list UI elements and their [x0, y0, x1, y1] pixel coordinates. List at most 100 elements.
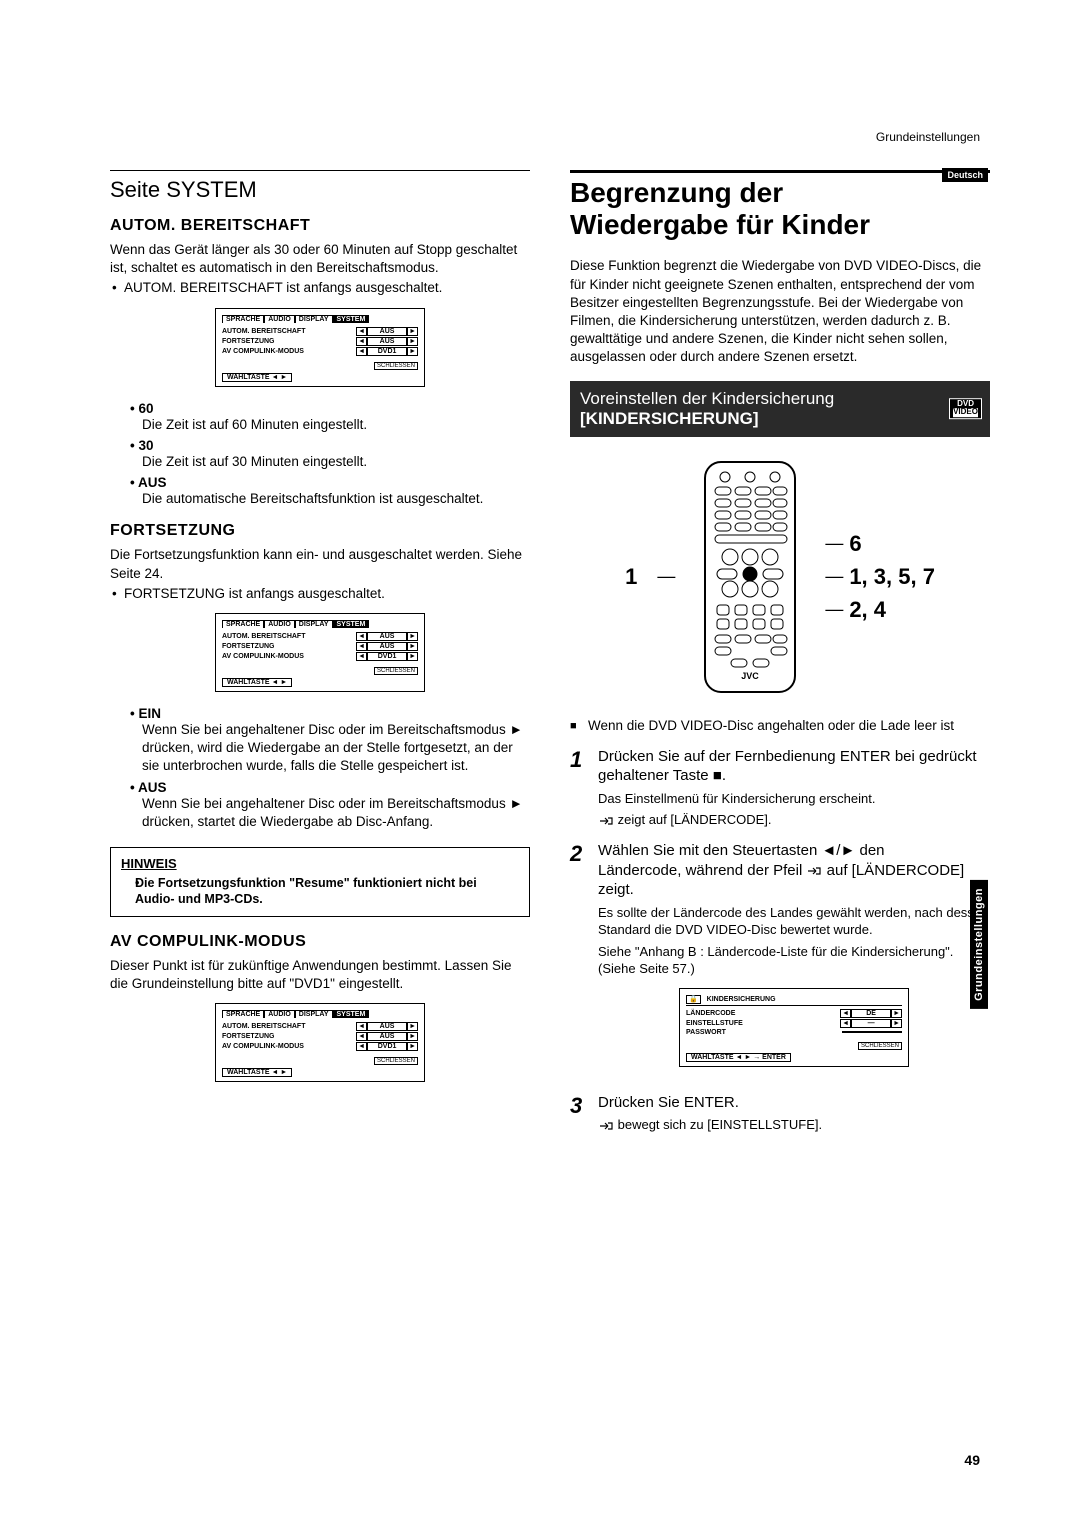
menu-row-val: AUS — [367, 642, 407, 651]
language-tag: Deutsch — [942, 168, 988, 182]
osd-menu-system-3: SPRACHE AUDIO DISPLAY SYSTEM AUTOM. BERE… — [215, 1003, 425, 1082]
menu-row-label: PASSWORT — [686, 1029, 842, 1036]
right-column: Begrenzung der Wiedergabe für Kinder Die… — [570, 170, 990, 1134]
menu-close: SCHLIESSEN — [374, 362, 418, 370]
opt-desc: Die Zeit ist auf 30 Minuten eingestellt. — [142, 453, 530, 471]
opt-label: EIN — [130, 706, 530, 721]
remote-callout: 2, 4 — [849, 593, 886, 626]
step-sub: Das Einstellmenü für Kindersicherung ers… — [598, 790, 990, 808]
section-side-tab: Grundeinstellungen — [970, 880, 988, 1009]
menu-tab: AUDIO — [264, 1010, 295, 1018]
opt-label: AUS — [130, 475, 530, 490]
menu-tab-active: SYSTEM — [333, 620, 370, 628]
menu-row-val: AUS — [367, 632, 407, 641]
menu-row-val — [842, 1031, 902, 1033]
menu-row-label: AV COMPULINK-MODUS — [222, 348, 356, 355]
menu-close: SCHLIESSEN — [858, 1042, 902, 1050]
menu-row-label: FORTSETZUNG — [222, 1033, 356, 1040]
bullet-autom: AUTOM. BEREITSCHAFT ist anfangs ausgesch… — [110, 279, 530, 297]
lock-icon: 🔒 — [686, 995, 701, 1004]
menu-row-label: EINSTELLSTUFE — [686, 1020, 840, 1027]
opt-desc: Die automatische Bereitschaftsfunktion i… — [142, 490, 530, 508]
osd-menu-kindersicherung: 🔒 KINDERSICHERUNG LÄNDERCODE◄DE► EINSTEL… — [679, 988, 909, 1067]
step-sub: Siehe "Anhang B : Ländercode-Liste für d… — [598, 943, 990, 978]
opt-label: 60 — [130, 401, 530, 416]
menu-tab-active: SYSTEM — [333, 315, 370, 323]
hint-box: HINWEIS Die Fortsetzungsfunktion "Resume… — [110, 847, 530, 917]
opt-label: AUS — [130, 780, 530, 795]
step-number: 1 — [570, 747, 590, 829]
step-1: 1 Drücken Sie auf der Fernbedienung ENTE… — [570, 747, 990, 829]
menu-row-label: LÄNDERCODE — [686, 1010, 840, 1017]
menu-tab: DISPLAY — [295, 315, 333, 323]
step-sub: bewegt sich zu [EINSTELLSTUFE]. — [598, 1116, 990, 1134]
menu-close: SCHLIESSEN — [374, 1057, 418, 1065]
menu-row-val: AUS — [367, 1032, 407, 1041]
menu-row-label: AV COMPULINK-MODUS — [222, 1043, 356, 1050]
para-av: Dieser Punkt ist für zukünftige Anwendun… — [110, 957, 530, 993]
title-line1: Begrenzung der — [570, 177, 783, 208]
page-number: 49 — [964, 1452, 980, 1468]
menu-row-label: AUTOM. BEREITSCHAFT — [222, 633, 356, 640]
menu-row-label: AV COMPULINK-MODUS — [222, 653, 356, 660]
osd-menu-system-1: SPRACHE AUDIO DISPLAY SYSTEM AUTOM. BERE… — [215, 308, 425, 387]
intro-para: Diese Funktion begrenzt die Wiedergabe v… — [570, 257, 990, 366]
osd-menu-system-2: SPRACHE AUDIO DISPLAY SYSTEM AUTOM. BERE… — [215, 613, 425, 692]
pointer-arrow-icon — [598, 815, 614, 827]
menu-wahlhint: WAHLTASTE ◄ ► — [222, 1068, 292, 1077]
menu-row-val: DVD1 — [367, 1042, 407, 1051]
page-header: Grundeinstellungen — [876, 130, 980, 144]
menu-row-val: DVD1 — [367, 652, 407, 661]
remote-brand: JVC — [742, 671, 760, 681]
step-sub: Es sollte der Ländercode des Landes gewä… — [598, 904, 990, 939]
menu-tab: SPRACHE — [222, 1010, 264, 1018]
step-main: Wählen Sie mit den Steuertasten ◄/► den … — [598, 841, 990, 900]
heading-autom-bereitschaft: AUTOM. BEREITSCHAFT — [110, 217, 530, 235]
remote-icon: JVC — [695, 457, 805, 697]
menu-row-label: AUTOM. BEREITSCHAFT — [222, 328, 356, 335]
step-2: 2 Wählen Sie mit den Steuertasten ◄/► de… — [570, 841, 990, 1081]
menu-wahlhint: WAHLTASTE ◄ ► — [222, 373, 292, 382]
remote-callout: 1, 3, 5, 7 — [849, 560, 935, 593]
main-title: Begrenzung der Wiedergabe für Kinder — [570, 170, 990, 241]
remote-callout: 6 — [849, 527, 861, 560]
step-3: 3 Drücken Sie ENTER. bewegt sich zu [EIN… — [570, 1093, 990, 1134]
opt-desc: Wenn Sie bei angehaltener Disc oder im B… — [142, 795, 530, 831]
opt-label: 30 — [130, 438, 530, 453]
opt-desc: Wenn Sie bei angehaltener Disc oder im B… — [142, 721, 530, 776]
bullet-fort: FORTSETZUNG ist anfangs ausgeschaltet. — [110, 585, 530, 603]
menu-row-label: FORTSETZUNG — [222, 643, 356, 650]
menu-row-val: DVD1 — [367, 347, 407, 356]
left-column: Seite SYSTEM AUTOM. BEREITSCHAFT Wenn da… — [110, 170, 530, 1134]
para-autom: Wenn das Gerät länger als 30 oder 60 Min… — [110, 241, 530, 277]
step-number: 3 — [570, 1093, 590, 1134]
menu-row-val: AUS — [367, 337, 407, 346]
title-line2: Wiedergabe für Kinder — [570, 209, 870, 240]
menu-row-label: AUTOM. BEREITSCHAFT — [222, 1023, 356, 1030]
menu-tab-active: SYSTEM — [333, 1010, 370, 1018]
menu-tab: DISPLAY — [295, 1010, 333, 1018]
menu-close: SCHLIESSEN — [374, 667, 418, 675]
menu-row-val: DE — [851, 1009, 891, 1018]
menu-row-val: AUS — [367, 1022, 407, 1031]
menu-tab: DISPLAY — [295, 620, 333, 628]
pointer-arrow-icon — [806, 865, 822, 877]
condition-note: Wenn die DVD VIDEO-Disc angehalten oder … — [570, 717, 990, 735]
opt-desc: Die Zeit ist auf 60 Minuten eingestellt. — [142, 416, 530, 434]
section-title-system: Seite SYSTEM — [110, 177, 530, 203]
menu-tab: SPRACHE — [222, 315, 264, 323]
hint-text: Die Fortsetzungsfunktion "Resume" funkti… — [135, 875, 519, 908]
heading-fortsetzung: FORTSETZUNG — [110, 522, 530, 540]
menu-row-val: AUS — [367, 327, 407, 336]
band-line2: [KINDERSICHERUNG] — [580, 409, 980, 429]
para-fort: Die Fortsetzungsfunktion kann ein- und a… — [110, 546, 530, 582]
heading-av-compulink: AV COMPULINK-MODUS — [110, 933, 530, 951]
menu-row-label: FORTSETZUNG — [222, 338, 356, 345]
step-main: Drücken Sie ENTER. — [598, 1093, 990, 1113]
menu-wahlhint: WAHLTASTE ◄ ► → ENTER — [686, 1053, 791, 1062]
band-line1: Voreinstellen der Kindersicherung — [580, 389, 980, 409]
menu-tab: SPRACHE — [222, 620, 264, 628]
menu-tab: AUDIO — [264, 620, 295, 628]
menu-tab: AUDIO — [264, 315, 295, 323]
step-sub: zeigt auf [LÄNDERCODE]. — [598, 811, 990, 829]
